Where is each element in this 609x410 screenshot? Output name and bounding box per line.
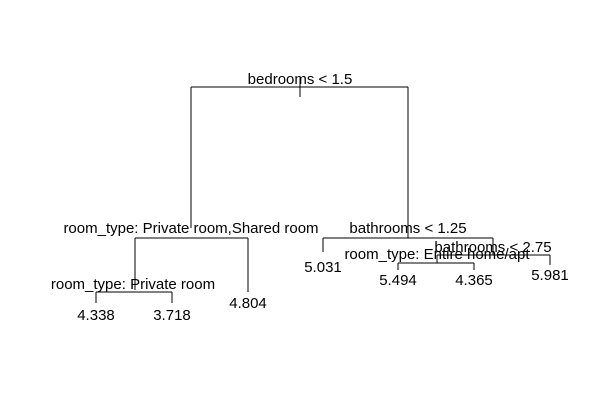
leaf-value: 4.804 xyxy=(229,295,267,312)
leaf-value: 3.718 xyxy=(153,307,191,324)
root-split-label: bedrooms < 1.5 xyxy=(248,71,353,88)
leaf-value: 5.031 xyxy=(304,259,342,276)
leaf-value: 5.494 xyxy=(379,272,417,289)
bathrooms-1-25-node: bathrooms < 1.25 xyxy=(322,220,494,255)
room-type-private-label: room_type: Private room xyxy=(51,276,215,293)
room-type-entire-home-node: room_type: Entire home/apt xyxy=(344,246,530,270)
room-type-private-shared-label: room_type: Private room,Shared room xyxy=(63,220,318,237)
leaf-value: 4.365 xyxy=(455,272,493,289)
room-type-private-shared-node: room_type: Private room,Shared room xyxy=(63,220,319,292)
bathrooms-1-25-label: bathrooms < 1.25 xyxy=(349,220,466,237)
root-node: bedrooms < 1.5 xyxy=(190,71,409,238)
room-type-entire-home-label: room_type: Entire home/apt xyxy=(344,246,530,263)
bathrooms-2-75-label: bathrooms < 2.75 xyxy=(434,239,551,256)
leaf-value: 4.338 xyxy=(77,307,115,324)
bathrooms-2-75-node: bathrooms < 2.75 xyxy=(434,239,552,265)
room-type-private-node: room_type: Private room xyxy=(51,276,215,303)
leaf-value: 5.981 xyxy=(531,267,569,284)
